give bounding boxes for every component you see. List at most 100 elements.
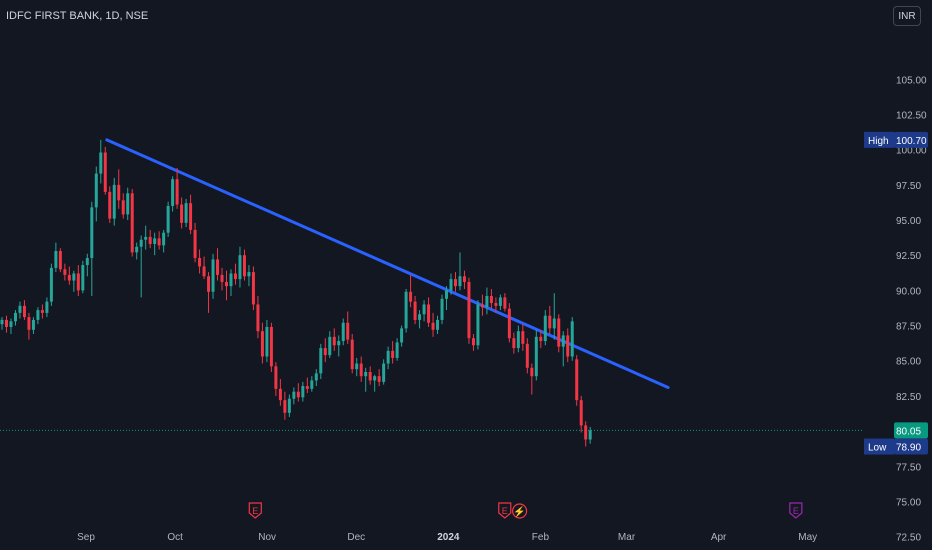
candle-body xyxy=(449,279,453,291)
y-tick-label: 105.00 xyxy=(896,75,927,86)
dividend-marker-circle xyxy=(512,503,528,519)
candle-body xyxy=(242,255,246,277)
trendline[interactable] xyxy=(105,138,670,389)
candle-body xyxy=(467,281,471,339)
earnings-marker-icon[interactable]: E xyxy=(789,502,803,519)
candle-body xyxy=(112,184,116,219)
candle-body xyxy=(579,400,583,426)
y-tick-label: 82.50 xyxy=(896,392,921,403)
candle-body xyxy=(440,298,444,320)
candle-body xyxy=(76,273,80,291)
candle-body xyxy=(512,338,516,349)
x-tick-label: 2024 xyxy=(437,532,460,543)
candle-body xyxy=(180,204,184,223)
candle-body xyxy=(328,336,332,356)
candle-body xyxy=(422,304,426,315)
candle-body xyxy=(368,371,372,381)
candle-body xyxy=(453,279,457,287)
y-tick-label: 85.00 xyxy=(896,357,921,368)
candle-body xyxy=(525,343,529,368)
candle-body xyxy=(445,290,449,299)
earnings-marker-icon[interactable]: E xyxy=(248,502,262,519)
candle-body xyxy=(189,203,193,230)
x-tick-label: Apr xyxy=(711,532,727,543)
candle-body xyxy=(359,363,363,377)
candle-body xyxy=(202,266,206,277)
candle-body xyxy=(584,425,588,440)
candle-body xyxy=(458,276,462,287)
low-price-value: 78.90 xyxy=(896,443,921,454)
x-tick-label: Dec xyxy=(347,532,365,543)
candle-body xyxy=(305,386,309,389)
candle-body xyxy=(377,376,381,382)
candle-body xyxy=(476,304,480,346)
candle-body xyxy=(157,238,161,246)
candle-body xyxy=(4,319,8,327)
candle-body xyxy=(207,276,211,292)
candle-body xyxy=(27,317,31,330)
candle-body xyxy=(274,366,278,389)
candle-body xyxy=(63,269,67,275)
candle-body xyxy=(471,338,475,346)
candle-body xyxy=(498,297,502,306)
candle-body xyxy=(431,322,435,330)
candle-body xyxy=(94,173,98,208)
y-tick-label: 100.00 xyxy=(896,146,927,157)
dividend-marker-icon[interactable]: ⚡ xyxy=(512,503,528,519)
earnings-marker-icon[interactable]: E xyxy=(498,502,512,519)
candle-body xyxy=(211,259,215,292)
candle-body xyxy=(22,305,26,318)
low-price-value-box xyxy=(894,438,928,455)
candle-body xyxy=(99,152,103,174)
dividend-marker-label: ⚡ xyxy=(513,505,525,518)
candle-body xyxy=(18,305,22,313)
candle-body xyxy=(543,315,547,342)
candle-body xyxy=(395,342,399,358)
candle-body xyxy=(54,250,58,268)
x-tick-label: Sep xyxy=(77,532,95,543)
candle-body xyxy=(350,339,354,370)
y-tick-label: 90.00 xyxy=(896,286,921,297)
candle-body xyxy=(337,341,341,346)
earnings-marker-icon-shape xyxy=(248,502,262,519)
low-price-label: Low xyxy=(868,443,887,454)
candle-body xyxy=(121,200,125,215)
candle-body xyxy=(139,239,143,247)
candle-body xyxy=(225,281,228,287)
y-tick-label: 87.50 xyxy=(896,322,921,333)
candle-body xyxy=(391,350,395,358)
candle-body xyxy=(36,310,40,320)
candle-body xyxy=(184,203,188,223)
candle-body xyxy=(588,430,592,440)
y-tick-label: 72.50 xyxy=(896,533,921,544)
high-price-label: High xyxy=(868,136,889,147)
candle-body xyxy=(323,348,327,356)
y-tick-label: 75.00 xyxy=(896,497,921,508)
candle-body xyxy=(175,179,179,205)
candle-body xyxy=(13,312,17,322)
candle-body xyxy=(485,296,489,308)
candle-body xyxy=(85,258,89,266)
candle-body xyxy=(516,331,520,349)
earnings-marker-icon-label: E xyxy=(793,506,799,516)
candle-body xyxy=(238,255,242,280)
currency-button[interactable]: INR xyxy=(893,6,921,26)
y-tick-label: 102.50 xyxy=(896,111,927,122)
candle-body xyxy=(292,391,296,399)
candle-body xyxy=(386,350,390,364)
candle-body xyxy=(90,207,94,259)
candle-body xyxy=(341,322,345,342)
candle-body xyxy=(530,367,534,377)
candle-body xyxy=(72,273,76,281)
candle-body xyxy=(301,386,305,398)
candle-body xyxy=(436,319,440,330)
candle-body xyxy=(283,400,287,413)
candle-body xyxy=(418,314,422,320)
candle-body xyxy=(117,184,121,201)
y-tick-label: 92.50 xyxy=(896,251,921,262)
last-price-value: 80.05 xyxy=(896,426,921,437)
candle-body xyxy=(557,318,561,347)
candle-body xyxy=(220,274,224,282)
